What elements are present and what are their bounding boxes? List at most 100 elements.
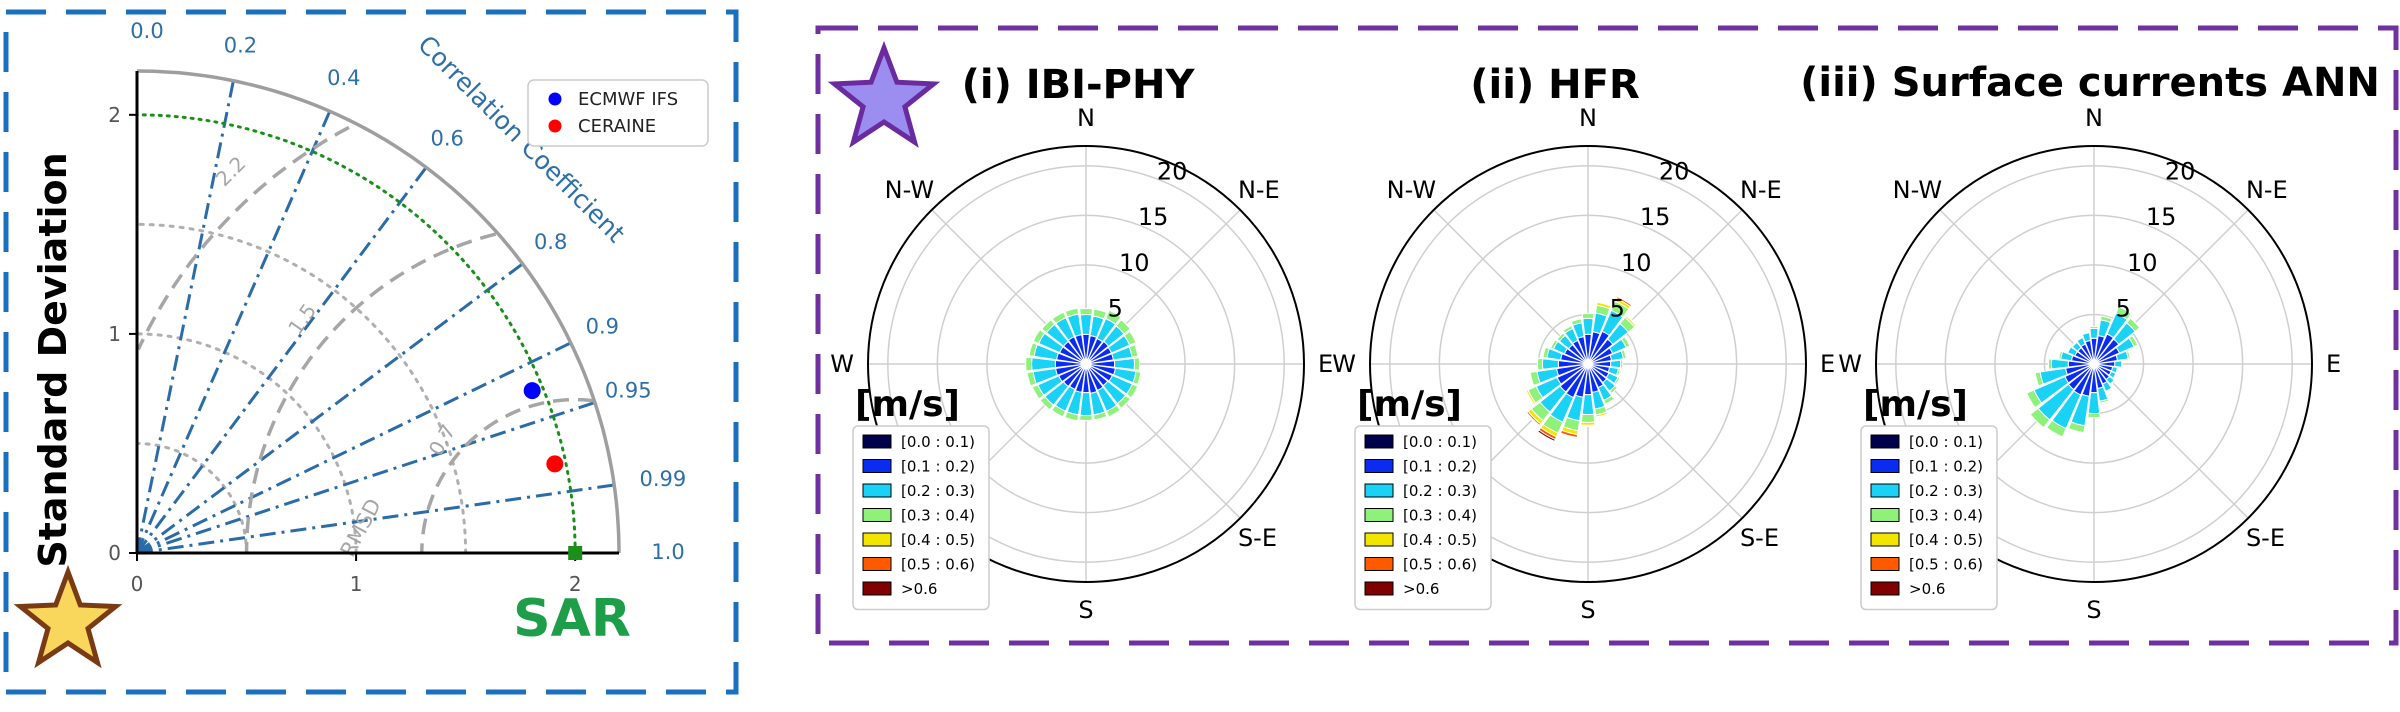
star-icon (13, 564, 123, 669)
correlation-line (135, 80, 235, 554)
rose-wedge (1115, 318, 1132, 335)
correlation-tick-label: 0.0 (130, 19, 163, 43)
rose-wedge (2034, 371, 2044, 387)
rose-wedge (1536, 357, 1544, 371)
correlation-line (136, 483, 615, 555)
taylor-panel-frame (3, 9, 739, 695)
std-tick-label: 0 (108, 541, 121, 565)
rose-wedge (2029, 407, 2051, 429)
rose-wedge (1064, 411, 1080, 422)
legend-label-ceraine: CERAINE (578, 116, 656, 137)
rose-title-hfr: (ii) HFR (1470, 62, 1640, 108)
direction-label: S (1580, 596, 1595, 624)
legend-swatch (862, 459, 892, 473)
legend-swatch (1364, 459, 1394, 473)
rose-wedge (1133, 357, 1141, 371)
legend-bin-label: >0.6 (1403, 580, 1439, 598)
correlation-tick-label: 0.8 (534, 230, 567, 254)
rose-wedge (1092, 308, 1108, 320)
rose-wedge (1537, 429, 1556, 442)
rose-title-ibi-phy: (i) IBI-PHY (962, 62, 1196, 108)
rose-wedge (2087, 412, 2101, 419)
legend-swatch (1364, 483, 1394, 498)
rose-wedge (1528, 371, 1535, 387)
rose-wedge (2115, 366, 2120, 374)
legend-bin-label: [0.2 : 0.3) (901, 482, 975, 500)
rose-wedge (1580, 424, 1596, 427)
legend-swatch (1870, 532, 1900, 547)
correlation-line (135, 166, 428, 554)
rose-wedge (2045, 419, 2067, 438)
radial-tick-label: 5 (2116, 295, 2131, 323)
legend-bin-label: [0.2 : 0.3) (1909, 482, 1983, 500)
data-point-0 (523, 382, 541, 400)
rmsd-axis-label: RMSD (336, 495, 386, 561)
rose-wedge (1028, 342, 1038, 357)
rose-wedge (1132, 370, 1142, 386)
rose-wedge (1556, 332, 1566, 342)
rmsd-contour (244, 232, 497, 554)
outer-arc (136, 69, 621, 554)
rose-wedge (1616, 295, 1634, 306)
rose-wedge (2114, 360, 2123, 368)
direction-label: S (1078, 596, 1093, 624)
rose-wedge (2121, 360, 2124, 368)
legend-swatch (1870, 557, 1900, 571)
rmsd-contour (420, 397, 595, 553)
direction-label: E (2326, 350, 2341, 378)
legend-bin-label: [0.4 : 0.5) (901, 531, 975, 549)
rmsd-contour-label: 1.5 (283, 299, 321, 339)
legend-swatch (1870, 434, 1900, 449)
rose-wedge (1620, 349, 1627, 360)
direction-label: N-E (2246, 176, 2288, 204)
rose-wedge (1524, 390, 1535, 406)
direction-label: W (1838, 350, 1862, 378)
rose-wedge (1039, 395, 1055, 411)
rose-wedge (2058, 350, 2064, 360)
rose-wedge (2089, 325, 2099, 330)
correlation-tick-label: 0.4 (327, 66, 360, 90)
direction-label: W (1332, 350, 1356, 378)
rose-wedge (2128, 334, 2139, 348)
taylor-legend: ECMWF IFS CERAINE (527, 79, 709, 147)
rose-wedge (1051, 311, 1067, 325)
std-tick-label: 2 (569, 572, 582, 596)
reference-marker (568, 546, 583, 560)
rose-wedge (1064, 307, 1080, 318)
rose-wedge (2098, 398, 2110, 404)
rose-wedge (2108, 370, 2117, 379)
reference-label: SAR (513, 589, 631, 649)
direction-label: N-W (1387, 176, 1436, 204)
legend-swatch (862, 557, 892, 571)
rmsd-contour-label: 0.7 (424, 420, 461, 460)
rose-wedge (2026, 389, 2043, 409)
rose-wedge (1079, 308, 1093, 316)
direction-label: N (2085, 104, 2103, 132)
legend-swatch (1364, 557, 1394, 571)
direction-label: S-E (1238, 524, 1277, 552)
rose-wedge (1032, 328, 1046, 345)
radial-tick-label: 20 (2165, 157, 2196, 185)
rose-wedge (1031, 357, 1057, 371)
rmsd-contour (136, 125, 350, 351)
legend-bin-label: [0.5 : 0.6) (1909, 556, 1983, 574)
rose-wedge (1615, 367, 1621, 377)
rose-wedge (1079, 313, 1093, 336)
legend-bin-label: [0.3 : 0.4) (901, 507, 975, 525)
direction-label: N-W (885, 176, 934, 204)
data-point-1 (546, 455, 564, 473)
unit-label: [m/s] (1357, 384, 1462, 425)
rose-wedge (2099, 315, 2113, 324)
rose-wedge (2047, 358, 2053, 370)
rose-wedge (1525, 411, 1541, 427)
std-grid-arc (135, 442, 248, 555)
legend-bin-label: [0.1 : 0.2) (1909, 458, 1983, 476)
rose-outer-circle (1875, 145, 2313, 583)
direction-label: E (1318, 350, 1333, 378)
std-tick-label: 2 (108, 103, 121, 127)
radial-tick-label: 10 (1621, 249, 1652, 277)
star-icon (827, 40, 941, 148)
